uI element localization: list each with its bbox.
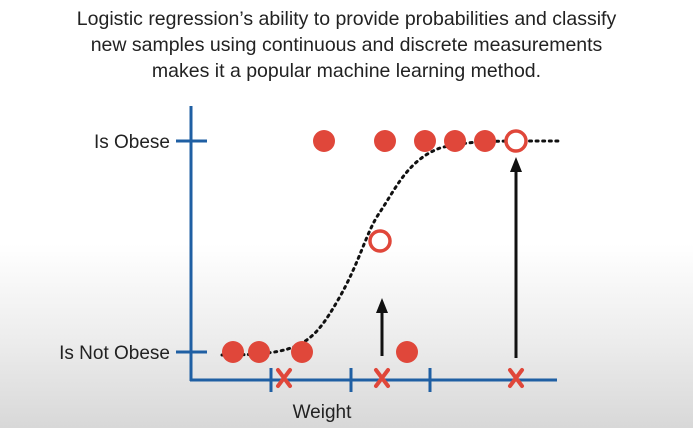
- obese-point: [313, 130, 335, 152]
- not-obese-point: [396, 341, 418, 363]
- caption-line-2: new samples using continuous and discret…: [90, 34, 603, 56]
- y-label-not-obese: Is Not Obese: [59, 343, 170, 364]
- obese-point: [374, 130, 396, 152]
- not-obese-point: [291, 341, 313, 363]
- caption-line-1: Logistic regression’s ability to provide…: [76, 8, 617, 30]
- classification-arrow-head: [510, 157, 522, 172]
- not-obese-point: [248, 341, 270, 363]
- predicted-probability-point: [368, 229, 392, 253]
- y-label-obese: Is Obese: [94, 132, 170, 153]
- obese-point: [414, 130, 436, 152]
- caption: Logistic regression’s ability to provide…: [0, 6, 693, 84]
- sample-x-marker: [374, 368, 390, 388]
- sample-x-marker: [508, 368, 524, 388]
- predicted-probability-point: [504, 129, 528, 153]
- x-label-weight: Weight: [293, 402, 353, 423]
- not-obese-point: [222, 341, 244, 363]
- sample-x-marker: [276, 368, 292, 388]
- logistic-curve: [220, 139, 564, 357]
- obese-point: [474, 130, 496, 152]
- probability-arrow-head: [376, 298, 388, 313]
- caption-line-3: makes it a popular machine learning meth…: [151, 60, 542, 82]
- obese-point: [444, 130, 466, 152]
